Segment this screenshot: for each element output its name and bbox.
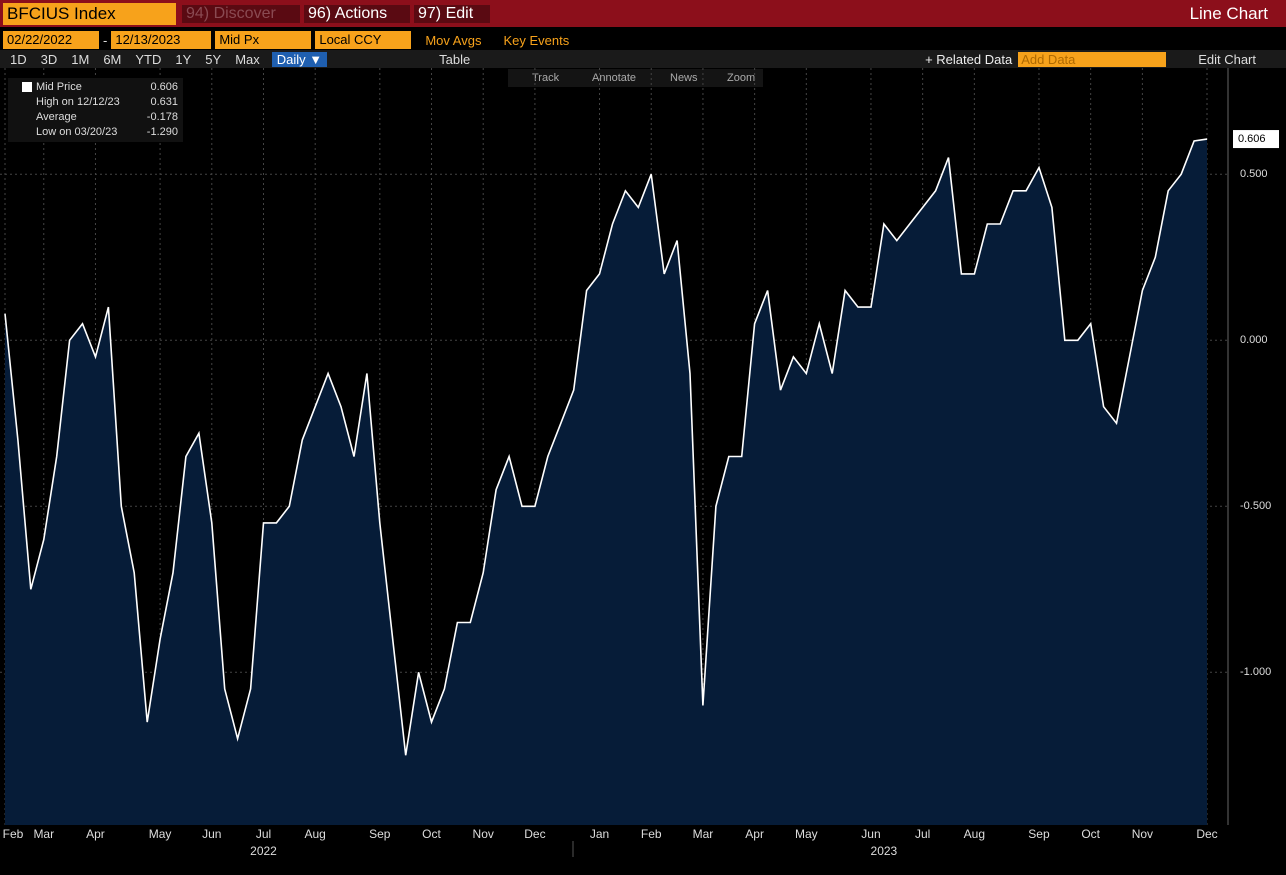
table-button[interactable]: Table (439, 51, 471, 67)
tool: Annotate (592, 72, 636, 84)
menu[interactable]: 97) Edit (414, 4, 490, 23)
area (5, 139, 1207, 826)
last-value-box (1233, 130, 1279, 149)
x-tick-label: Aug (305, 827, 326, 841)
key-events[interactable]: Key Events (503, 32, 570, 48)
x-tick-label: Mar (693, 827, 714, 841)
y-tick-label: 0.000 (1240, 334, 1268, 346)
year-label: 2023 (871, 844, 898, 858)
x-tick-label: Apr (86, 827, 105, 841)
x-tick-label: Nov (1132, 827, 1153, 841)
x-tick-label: Jan (590, 827, 609, 841)
period-row: 1D 3D 1M 6M YTD 1Y 5Y Max Daily ▼ Table + Related … (0, 50, 1286, 68)
legend-label: Mid Price (36, 81, 82, 93)
y-tick-label: 0.500 (1240, 168, 1268, 180)
period-button[interactable]: 1Y (175, 51, 192, 67)
legend-bg (8, 78, 183, 142)
currency[interactable]: Local CCY (315, 31, 412, 49)
x-tick-label: May (795, 827, 818, 841)
x-tick-label: Feb (641, 827, 662, 841)
x-tick-label: May (149, 827, 172, 841)
start-date[interactable]: 02/22/2022 (3, 31, 99, 49)
chart: Track Annotate News Zoom Feb Mar Apr May Jun Jul A… (0, 68, 1279, 858)
menu[interactable]: 96) Actions (304, 4, 410, 23)
period-button[interactable]: YTD (135, 51, 162, 67)
field[interactable]: Mid Px (215, 31, 312, 49)
related[interactable]: + Related Data (925, 51, 1013, 67)
menu[interactable]: 94) Discover (182, 4, 300, 23)
x-tick-label: Mar (33, 827, 54, 841)
top-bar: BFCIUS Index 94) Discover 96) Actions 97… (0, 0, 1286, 27)
x-tick-label: Oct (422, 827, 441, 841)
date-sep: - (103, 32, 108, 48)
x-tick-label: Dec (524, 827, 545, 841)
x-tick-label: Oct (1081, 827, 1100, 841)
x-tick-label: Sep (369, 827, 391, 841)
period-button[interactable]: 6M (103, 51, 122, 67)
tool-bar (508, 69, 763, 87)
period-button[interactable]: Max (235, 51, 260, 67)
legend-value: -1.290 (147, 126, 178, 138)
add-data[interactable]: Add Data (1018, 51, 1167, 67)
legend-value: -0.178 (147, 111, 178, 123)
x-tick-label: Nov (473, 827, 494, 841)
x-tick-label: Jul (256, 827, 271, 841)
legend-label: High on 12/12/23 (36, 96, 120, 108)
last-value: 0.606 (1238, 133, 1266, 145)
legend-label: Low on 03/20/23 (36, 126, 117, 138)
legend-swatch (22, 82, 32, 92)
legend-label: Average (36, 111, 77, 123)
end-date[interactable]: 12/13/2023 (111, 31, 212, 49)
year-label: 2022 (250, 844, 277, 858)
tool: News (670, 72, 698, 84)
chart-kind: Line Chart (1189, 3, 1268, 23)
x-tick-label: Jun (202, 827, 221, 841)
edit-chart[interactable]: Edit Chart (1198, 51, 1256, 67)
x-tick-label: Jul (915, 827, 930, 841)
price-line (4, 138, 1208, 756)
mov-avgs[interactable]: Mov Avgs (425, 32, 482, 48)
tool: Zoom (727, 72, 755, 84)
legend-value: 0.631 (150, 96, 178, 108)
x-tick-label: Sep (1028, 827, 1050, 841)
x-tick-label: Feb (3, 827, 24, 841)
frequency[interactable]: Daily ▼ (271, 51, 328, 67)
x-tick-label: Dec (1196, 827, 1217, 841)
y-tick-label: -0.500 (1240, 500, 1271, 512)
date-row: 02/22/2022 - 12/13/2023 Mid Px Local CCY… (0, 31, 1286, 49)
period-button[interactable]: 3D (40, 51, 58, 67)
x-tick-label: Jun (861, 827, 880, 841)
legend-value: 0.606 (150, 81, 178, 93)
x-tick-label: Apr (745, 827, 764, 841)
ticker[interactable]: BFCIUS Index (3, 2, 176, 25)
period-button[interactable]: 1M (71, 51, 90, 67)
y-tick-label: -1.000 (1240, 666, 1271, 678)
x-tick-label: Aug (964, 827, 985, 841)
period-button[interactable]: 1D (10, 51, 27, 67)
period-button[interactable]: 5Y (205, 51, 222, 67)
tool: Track (532, 72, 560, 84)
